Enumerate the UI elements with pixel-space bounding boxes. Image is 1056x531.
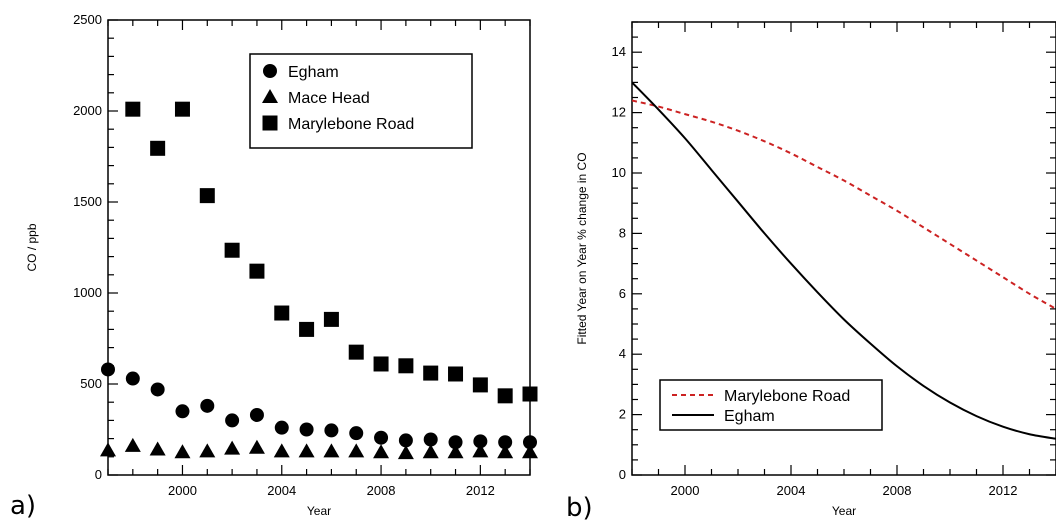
legend-label: Mace Head [288,90,370,107]
data-point-circle [423,432,438,447]
data-point-triangle [472,443,489,458]
panel-label: a) [10,491,36,521]
data-point-triangle [100,442,116,457]
data-point-square [497,388,513,404]
y-tick-label: 8 [619,225,626,240]
x-tick-label: 2000 [671,483,700,498]
data-point-square [249,263,265,279]
data-point-square [472,377,488,393]
data-point-square [125,101,141,117]
x-tick-label: 2004 [267,483,296,498]
x-tick-label: 2012 [989,483,1018,498]
y-tick-label: 1000 [73,285,102,300]
data-point-circle [125,371,140,386]
data-point-circle [200,398,215,413]
data-point-square [448,366,464,382]
y-tick-label: 12 [612,105,626,120]
data-point-triangle [248,439,265,454]
y-tick-label: 1500 [73,194,102,209]
panel-label: b) [566,493,593,523]
legend-label: Egham [724,408,775,425]
y-tick-label: 500 [80,376,102,391]
legend-box [249,53,473,149]
data-point-circle [349,426,364,441]
data-point-triangle [497,444,514,459]
x-tick-label: 2008 [883,483,912,498]
panel-a-scatter-chart: 2000 2004 2008 2012 0 500 1000 1500 2000 2500 Year… [10,12,538,521]
data-point-circle [374,430,389,445]
y-axis-title: Fitted Year on Year % change in CO [575,152,589,344]
data-point-square [373,356,389,372]
data-point-square [274,305,290,321]
legend-marker-circle [263,64,277,78]
data-point-square [323,311,339,327]
data-point-triangle [174,444,191,459]
x-tick-label: 2004 [777,483,806,498]
data-point-circle [523,435,537,450]
data-point-square [299,321,315,337]
data-point-square [423,365,439,381]
data-point-circle [398,433,413,448]
y-tick-label: 0 [95,467,102,482]
data-point-square [224,242,240,258]
legend-marker-square [262,115,278,131]
data-point-circle [175,404,190,419]
data-point-triangle [522,444,538,459]
data-point-square [199,188,215,204]
legend-label: Marylebone Road [288,116,414,133]
y-axis-title: CO / ppb [25,223,39,271]
data-point-circle [249,407,264,422]
data-point-circle [225,413,240,428]
data-point-triangle [373,444,390,459]
data-point-circle [274,420,289,435]
data-point-triangle [273,443,290,458]
y-tick-label: 2 [619,407,626,422]
x-tick-label: 2000 [168,483,197,498]
series-line-marylebone-road [632,99,1056,310]
plot-frame [107,19,531,476]
legend-label: Egham [288,64,339,81]
legend-marker-triangle [262,89,278,103]
y-tick-label: 14 [612,44,626,59]
data-point-triangle [323,443,340,458]
data-point-square [174,101,190,117]
data-point-circle [498,435,513,450]
data-point-square [522,386,538,402]
data-point-circle [324,423,339,438]
data-point-triangle [348,443,365,458]
data-point-circle [101,362,115,377]
data-point-triangle [199,443,216,458]
x-tick-label: 2008 [367,483,396,498]
data-point-triangle [397,445,414,460]
y-tick-label: 4 [619,346,626,361]
y-tick-label: 6 [619,286,626,301]
legend-box [659,379,883,431]
x-tick-label: 2012 [466,483,495,498]
data-point-circle [448,435,463,450]
y-tick-label: 0 [619,467,626,482]
data-point-circle [150,382,165,397]
data-point-square [150,140,166,156]
data-point-triangle [224,440,241,455]
x-axis-title: Year [832,504,856,518]
data-point-circle [299,422,314,437]
series-line-egham [632,81,1056,440]
data-point-triangle [149,441,166,456]
panel-b-line-chart: 2000 2004 2008 2012 0 2 4 6 8 10 12 14 Year Fitted Ye… [566,21,1056,523]
data-point-triangle [422,444,439,459]
data-point-square [398,358,414,374]
y-tick-label: 2500 [73,12,102,27]
data-point-circle [473,434,488,449]
y-tick-label: 2000 [73,103,102,118]
y-tick-label: 10 [612,165,626,180]
legend-label: Marylebone Road [724,388,850,405]
data-point-triangle [298,443,315,458]
data-point-triangle [447,444,464,459]
data-point-square [348,344,364,360]
x-axis-title: Year [307,504,331,518]
data-point-triangle [124,437,141,452]
